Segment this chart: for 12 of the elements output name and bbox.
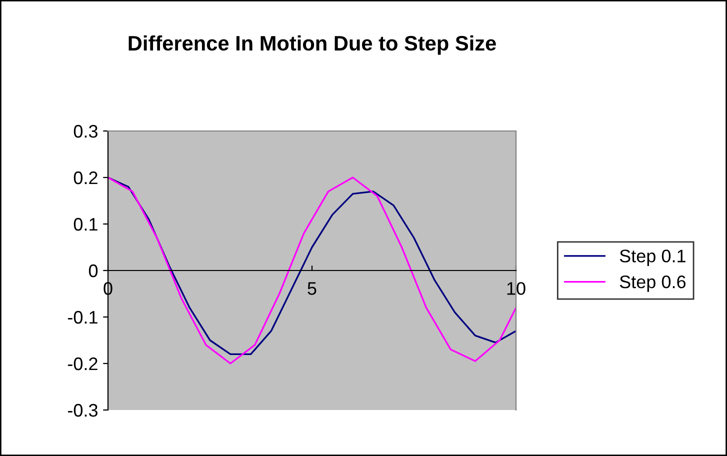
legend-label: Step 0.1	[620, 250, 686, 266]
y-tick-label: -0.3	[68, 404, 98, 417]
chart-title: Difference In Motion Due to Step Size	[128, 35, 496, 55]
y-tick-label: 0.1	[74, 218, 98, 231]
y-tick-label: 0	[88, 264, 98, 278]
y-tick-label: 0.3	[74, 124, 98, 138]
x-tick-label: 10	[507, 282, 526, 295]
y-tick-label: 0.2	[74, 171, 98, 184]
y-tick-label: -0.2	[68, 357, 98, 370]
legend-label: Step 0.6	[620, 275, 686, 292]
y-tick-label: -0.1	[68, 310, 98, 324]
x-tick-label: 5	[308, 282, 316, 295]
